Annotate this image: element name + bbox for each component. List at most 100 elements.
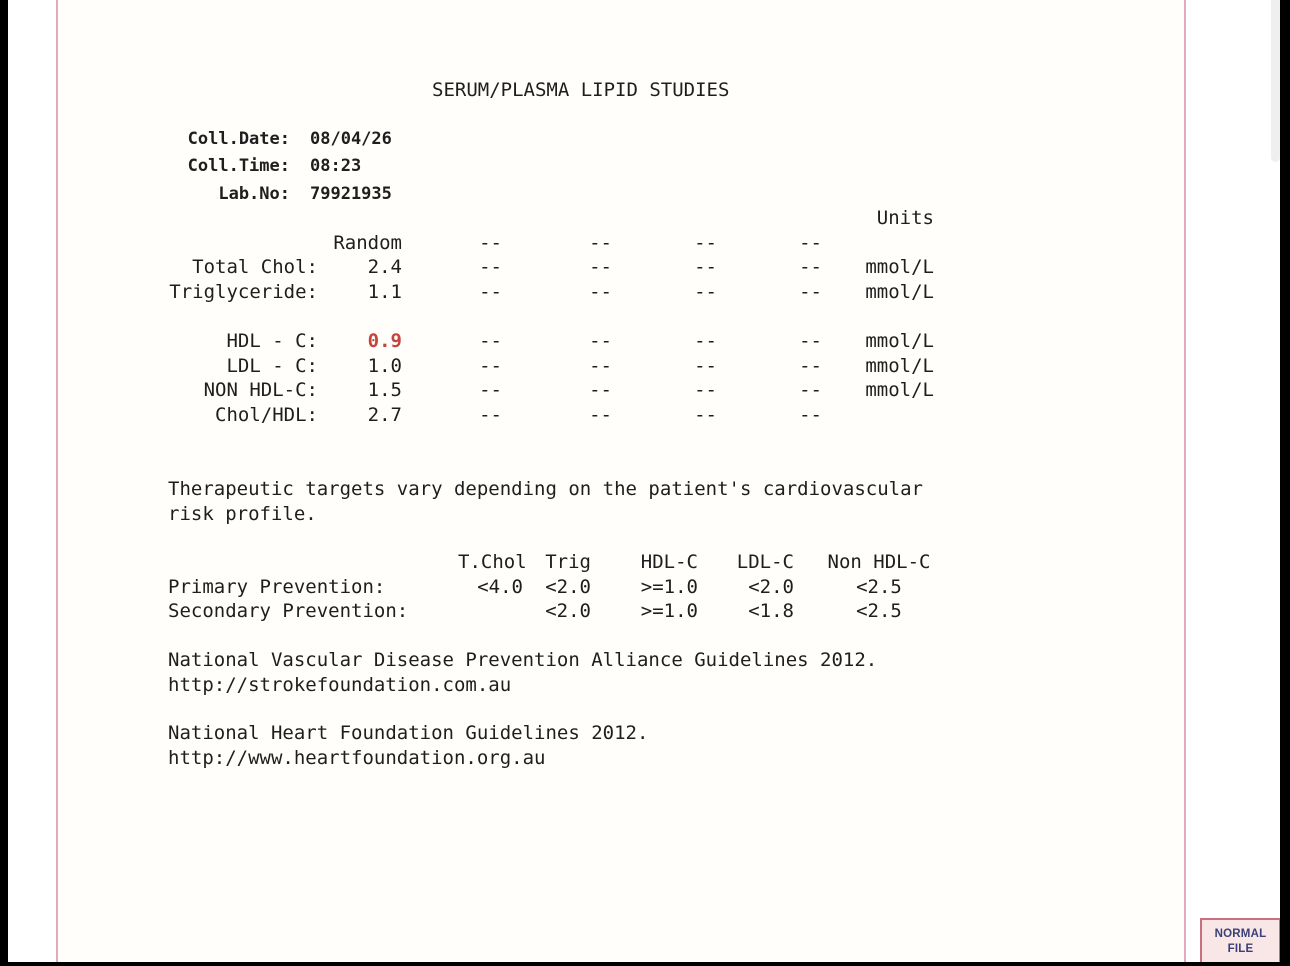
result-units: Units (876, 207, 934, 229)
result-label (168, 206, 318, 231)
prevention-hdlc: HDL-C (640, 551, 698, 573)
result-value: 0.9 (367, 329, 402, 352)
prevention-row: T.Chol Trig HDL-C LDL-C Non HDL-C (168, 550, 964, 575)
result-value: 1.1 (367, 280, 402, 303)
result-dash: -- (799, 403, 822, 426)
result-dash: -- (589, 329, 612, 352)
result-dash: -- (589, 379, 612, 402)
report-paper-area (58, 0, 1184, 966)
result-label: LDL - C: (226, 354, 318, 377)
prevention-hdlc: >=1.0 (640, 600, 698, 623)
result-dash (402, 304, 502, 329)
result-dash (717, 206, 822, 231)
result-dash: -- (589, 354, 612, 377)
result-units (822, 304, 934, 329)
result-dash (402, 206, 502, 231)
results-row (168, 304, 934, 329)
prevention-nonhdlc: <2.5 (856, 600, 902, 623)
result-dash (502, 304, 612, 329)
prevention-hdlc: >=1.0 (640, 575, 698, 598)
result-label: NON HDL-C: (203, 379, 318, 402)
prevention-row-label: Secondary Prevention: (168, 600, 409, 623)
result-units (822, 231, 934, 256)
result-dash: -- (479, 403, 502, 426)
right-margin-rule (1184, 0, 1186, 966)
results-row: LDL - C: 1.0 -- -- -- -- mmol/L (168, 354, 934, 379)
page-title: SERUM/PLASMA LIPID STUDIES (432, 79, 730, 101)
prevention-row-label (168, 550, 458, 575)
result-dash: -- (589, 403, 612, 426)
meta-row: Lab.No: 79921935 (168, 181, 392, 208)
result-dash: -- (799, 329, 822, 352)
prevention-row: Secondary Prevention: <2.0 >=1.0 <1.8 <2… (168, 599, 964, 624)
result-value: 2.4 (367, 256, 402, 279)
result-dash (717, 304, 822, 329)
therapeutic-targets-note: Therapeutic targets vary depending on th… (168, 478, 923, 525)
result-label: Chol/HDL: (215, 403, 318, 426)
result-dash: -- (694, 329, 717, 352)
result-label: Total Chol: (192, 256, 318, 279)
prevention-row: Primary Prevention: <4.0 <2.0 >=1.0 <2.0… (168, 575, 964, 600)
result-dash: -- (799, 354, 822, 377)
result-dash: -- (694, 231, 717, 254)
results-row: Triglyceride: 1.1 -- -- -- -- mmol/L (168, 280, 934, 305)
results-row: Random -- -- -- -- (168, 231, 934, 256)
meta-row: Coll.Time: 08:23 (168, 153, 392, 180)
prevention-row-label: Primary Prevention: (168, 575, 386, 598)
meta-label: Lab.No: (218, 183, 290, 204)
guideline-vascular: National Vascular Disease Prevention All… (168, 649, 878, 696)
result-units: mmol/L (865, 379, 934, 402)
prevention-ldlc: <2.0 (748, 575, 794, 598)
result-value: 1.0 (367, 354, 402, 377)
result-units: mmol/L (865, 280, 934, 303)
prevention-trig: Trig (545, 551, 591, 573)
prevention-nonhdlc: <2.5 (856, 575, 902, 598)
result-dash: -- (694, 379, 717, 402)
result-dash: -- (479, 329, 502, 352)
lipid-results-table: Units Random -- -- -- -- Total Chol: 2.4… (168, 206, 934, 427)
result-value: 2.7 (367, 403, 402, 426)
meta-value: 79921935 (310, 183, 392, 204)
results-row: HDL - C: 0.9 -- -- -- -- mmol/L (168, 329, 934, 354)
result-dash: -- (479, 256, 502, 279)
meta-value: 08/04/26 (310, 129, 392, 149)
bottom-edge-bar (0, 962, 1290, 966)
left-margin-rule (56, 0, 58, 966)
normal-file-badge[interactable]: NORMAL FILE (1200, 918, 1281, 966)
meta-row: Coll.Date: 08/04/26 (168, 126, 392, 153)
result-dash: -- (479, 354, 502, 377)
prevention-ldlc: <1.8 (748, 600, 794, 623)
result-dash: -- (799, 231, 822, 254)
result-label: Triglyceride: (169, 280, 318, 303)
result-label: HDL - C: (226, 329, 318, 352)
prevention-ldlc: LDL-C (736, 551, 794, 573)
results-row: Units (168, 206, 934, 231)
results-row: Total Chol: 2.4 -- -- -- -- mmol/L (168, 255, 934, 280)
result-value (318, 304, 402, 329)
prevention-tchol: <4.0 (477, 575, 523, 598)
results-row: Chol/HDL: 2.7 -- -- -- -- (168, 403, 934, 428)
result-dash: -- (479, 379, 502, 402)
result-dash: -- (589, 256, 612, 279)
result-value (318, 206, 402, 231)
result-dash (612, 304, 717, 329)
prevention-trig: <2.0 (545, 600, 591, 623)
result-dash: -- (479, 280, 502, 303)
result-units: mmol/L (865, 256, 934, 279)
results-row: NON HDL-C: 1.5 -- -- -- -- mmol/L (168, 378, 934, 403)
prevention-tchol: T.Chol (458, 551, 527, 573)
meta-label: Coll.Time: (187, 156, 290, 177)
prevention-tchol (458, 599, 523, 624)
prevention-nonhdlc: Non HDL-C (827, 551, 931, 573)
meta-label: Coll.Date: (187, 129, 290, 149)
result-dash (612, 206, 717, 231)
result-label (168, 231, 318, 256)
prevention-targets-table: T.Chol Trig HDL-C LDL-C Non HDL-C Primar… (168, 550, 964, 624)
result-dash: -- (799, 256, 822, 279)
scrollbar-thumb[interactable] (1271, 0, 1280, 162)
meta-value: 08:23 (310, 156, 362, 177)
normal-file-badge-line1: NORMAL (1214, 928, 1267, 940)
result-value: Random (333, 231, 402, 254)
result-dash: -- (799, 379, 822, 402)
